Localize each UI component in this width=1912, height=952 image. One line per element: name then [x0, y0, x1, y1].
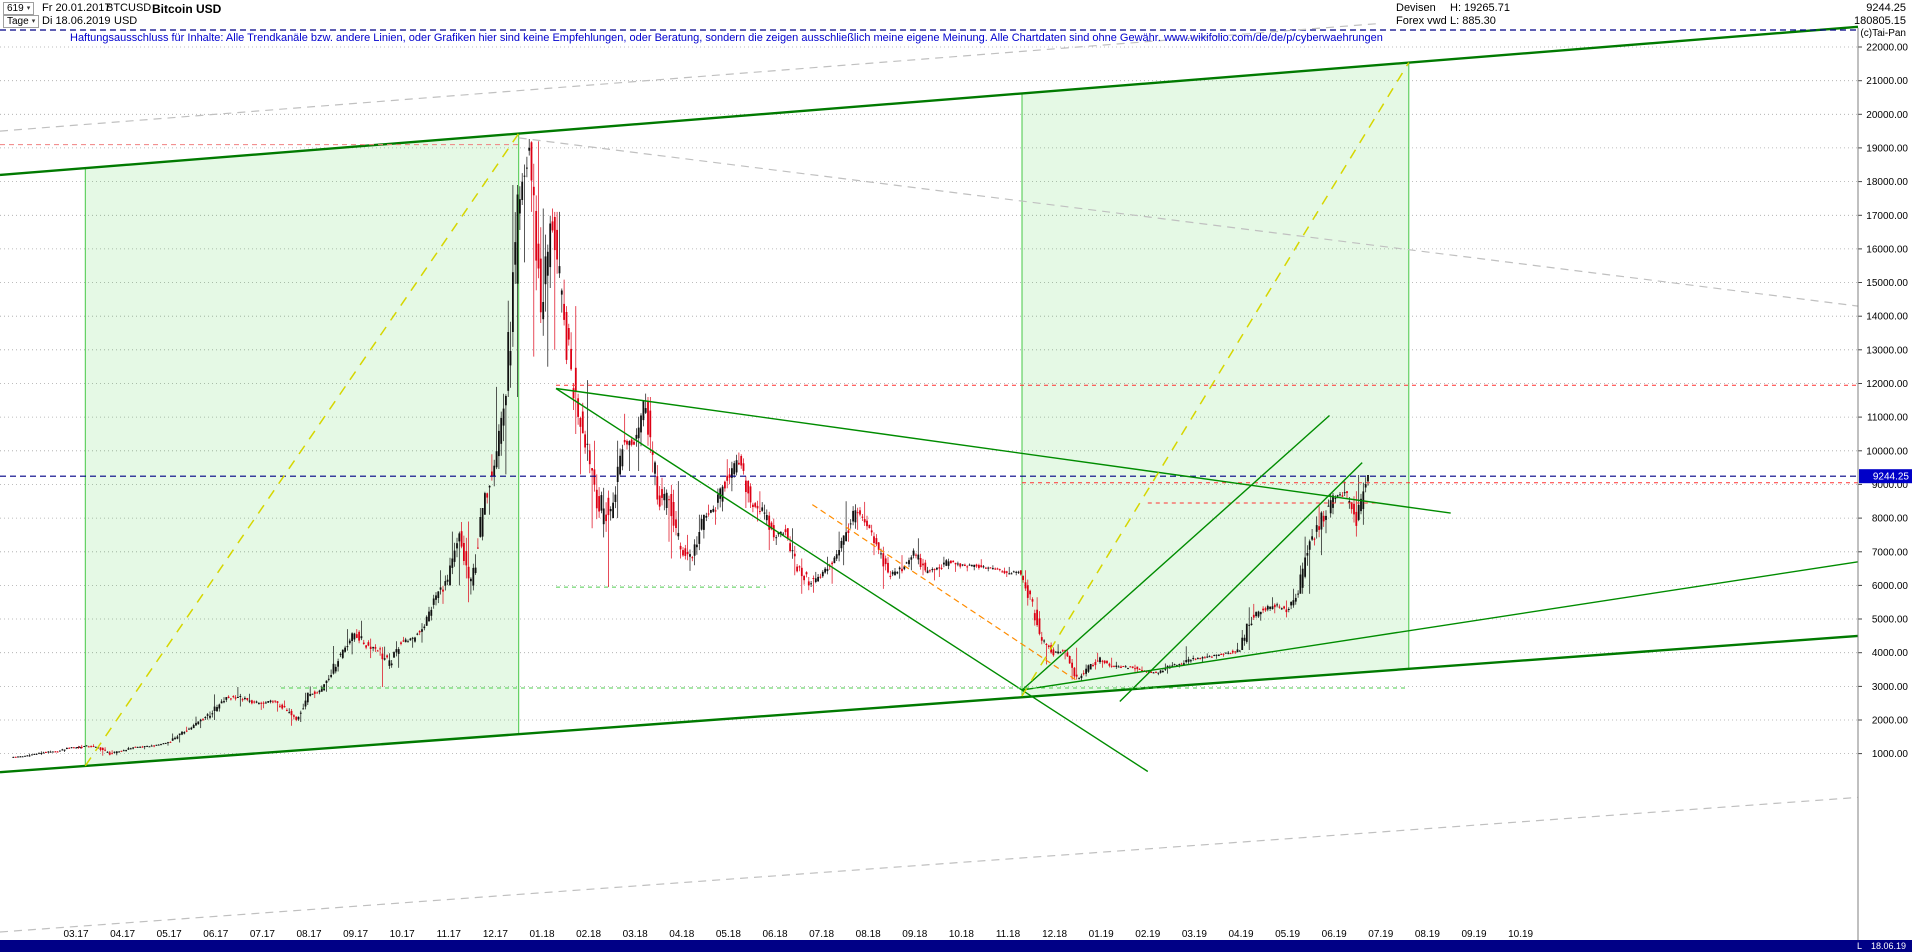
- svg-text:04.17: 04.17: [110, 929, 135, 940]
- bars-count-dropdown[interactable]: 619 ▾: [3, 2, 35, 15]
- svg-text:21000.00: 21000.00: [1866, 76, 1908, 87]
- last-price-tag: 9244.25: [1859, 469, 1912, 484]
- svg-text:3000.00: 3000.00: [1872, 682, 1909, 693]
- svg-text:12.18: 12.18: [1042, 929, 1067, 940]
- svg-text:4000.00: 4000.00: [1872, 648, 1909, 659]
- svg-text:04.19: 04.19: [1228, 929, 1253, 940]
- svg-text:10.17: 10.17: [390, 929, 415, 940]
- volume-readout: 180805.15: [1854, 15, 1906, 27]
- svg-text:06.19: 06.19: [1322, 929, 1347, 940]
- svg-text:13000.00: 13000.00: [1866, 345, 1908, 356]
- category-label: Devisen: [1396, 2, 1436, 14]
- svg-text:20000.00: 20000.00: [1866, 110, 1908, 121]
- svg-text:8000.00: 8000.00: [1872, 514, 1909, 525]
- svg-text:6000.00: 6000.00: [1872, 581, 1909, 592]
- timeframe-dropdown[interactable]: Tage ▾: [3, 15, 40, 28]
- channel-bottom: [0, 634, 1859, 774]
- copyright-label: (c)Tai-Pan: [1860, 28, 1906, 39]
- feed-label: Forex vwd: [1396, 15, 1447, 27]
- svg-text:03.18: 03.18: [623, 929, 648, 940]
- svg-text:17000.00: 17000.00: [1866, 211, 1908, 222]
- svg-text:15000.00: 15000.00: [1866, 278, 1908, 289]
- svg-text:07.18: 07.18: [809, 929, 834, 940]
- svg-text:16000.00: 16000.00: [1866, 244, 1908, 255]
- uptrend-steep-2: [1119, 462, 1363, 702]
- gray-diagonal-bottom: [0, 796, 1859, 933]
- chart-title: Bitcoin USD: [152, 2, 222, 16]
- chevron-down-icon: ▾: [26, 5, 31, 12]
- svg-text:10000.00: 10000.00: [1866, 446, 1908, 457]
- svg-text:06.18: 06.18: [762, 929, 787, 940]
- trendline-annotations: [0, 22, 1859, 933]
- price-gridlines: [0, 46, 1862, 755]
- timeframe-value: Tage: [7, 16, 29, 27]
- gray-diagonal-mid: [518, 137, 1859, 307]
- svg-text:02.18: 02.18: [576, 929, 601, 940]
- svg-text:06.17: 06.17: [203, 929, 228, 940]
- svg-text:05.17: 05.17: [157, 929, 182, 940]
- disclaimer-text: Haftungsausschluss für Inhalte: Alle Tre…: [70, 32, 1383, 44]
- svg-text:11.18: 11.18: [996, 929, 1021, 940]
- last-bar-marker: L: [1856, 941, 1862, 951]
- svg-text:04.18: 04.18: [669, 929, 694, 940]
- svg-text:9000.00: 9000.00: [1872, 480, 1909, 491]
- svg-text:11000.00: 11000.00: [1867, 413, 1908, 424]
- price-axis-labels[interactable]: 22000.00 21000.00 20000.00 19000.00 18000.00…: [1866, 43, 1908, 761]
- svg-text:9244.25: 9244.25: [1873, 472, 1910, 483]
- svg-text:10.19: 10.19: [1508, 929, 1533, 940]
- svg-text:18000.00: 18000.00: [1866, 177, 1908, 188]
- uptrend-steep-1: [1021, 414, 1330, 691]
- svg-text:19000.00: 19000.00: [1866, 143, 1908, 154]
- downtrend-major: [555, 387, 1149, 773]
- svg-text:12.17: 12.17: [483, 929, 508, 940]
- svg-text:03.17: 03.17: [63, 929, 88, 940]
- svg-text:01.18: 01.18: [529, 929, 554, 940]
- svg-text:09.18: 09.18: [902, 929, 927, 940]
- green-zones: [84, 62, 1410, 767]
- svg-text:02.19: 02.19: [1135, 929, 1160, 940]
- svg-text:10.18: 10.18: [949, 929, 974, 940]
- svg-text:14000.00: 14000.00: [1866, 312, 1908, 323]
- candlestick-series: [12, 139, 1369, 758]
- svg-text:05.18: 05.18: [716, 929, 741, 940]
- chevron-down-icon: ▾: [31, 18, 36, 25]
- svg-text:5000.00: 5000.00: [1872, 615, 1909, 626]
- svg-text:01.19: 01.19: [1089, 929, 1114, 940]
- svg-text:7000.00: 7000.00: [1872, 547, 1909, 558]
- yellow-diagonal-1: [84, 133, 520, 767]
- last-price-readout: 9244.25: [1866, 2, 1906, 14]
- currency-label: USD: [114, 15, 138, 27]
- svg-text:05.19: 05.19: [1275, 929, 1300, 940]
- time-axis-labels[interactable]: 03.17 04.17 05.17 06.17 07.17 08.17 09.17 10.17…: [63, 929, 1533, 940]
- last-date-label: Di 18.06.2019: [42, 15, 111, 27]
- svg-text:09.17: 09.17: [343, 929, 368, 940]
- svg-text:1000.00: 1000.00: [1872, 749, 1909, 760]
- uptrend-long: [1021, 561, 1859, 691]
- time-axis-bar[interactable]: L 18.06.19: [0, 940, 1912, 952]
- gray-diagonal-top: [0, 22, 1381, 132]
- svg-text:11.17: 11.17: [437, 929, 462, 940]
- first-date-label: Fr 20.01.2017: [42, 2, 111, 14]
- last-bar-date: 18.06.19: [1870, 941, 1906, 951]
- svg-text:08.17: 08.17: [296, 929, 321, 940]
- channel-top: [0, 25, 1859, 177]
- downtrend-minor: [555, 387, 1451, 514]
- period-high-label: H: 19265.71: [1450, 2, 1510, 14]
- symbol-label: BTCUSD: [106, 2, 152, 14]
- yellow-diagonal-2: [1021, 62, 1410, 697]
- svg-text:22000.00: 22000.00: [1866, 43, 1908, 54]
- svg-text:07.17: 07.17: [250, 929, 275, 940]
- svg-text:12000.00: 12000.00: [1866, 379, 1908, 390]
- svg-text:08.19: 08.19: [1415, 929, 1440, 940]
- svg-text:09.19: 09.19: [1461, 929, 1486, 940]
- orange-downtrend: [811, 504, 1079, 682]
- period-low-label: L: 885.30: [1450, 15, 1496, 27]
- svg-text:03.19: 03.19: [1182, 929, 1207, 940]
- svg-text:08.18: 08.18: [856, 929, 881, 940]
- svg-text:2000.00: 2000.00: [1872, 716, 1909, 727]
- svg-text:07.19: 07.19: [1368, 929, 1393, 940]
- bars-count-value: 619: [7, 3, 24, 14]
